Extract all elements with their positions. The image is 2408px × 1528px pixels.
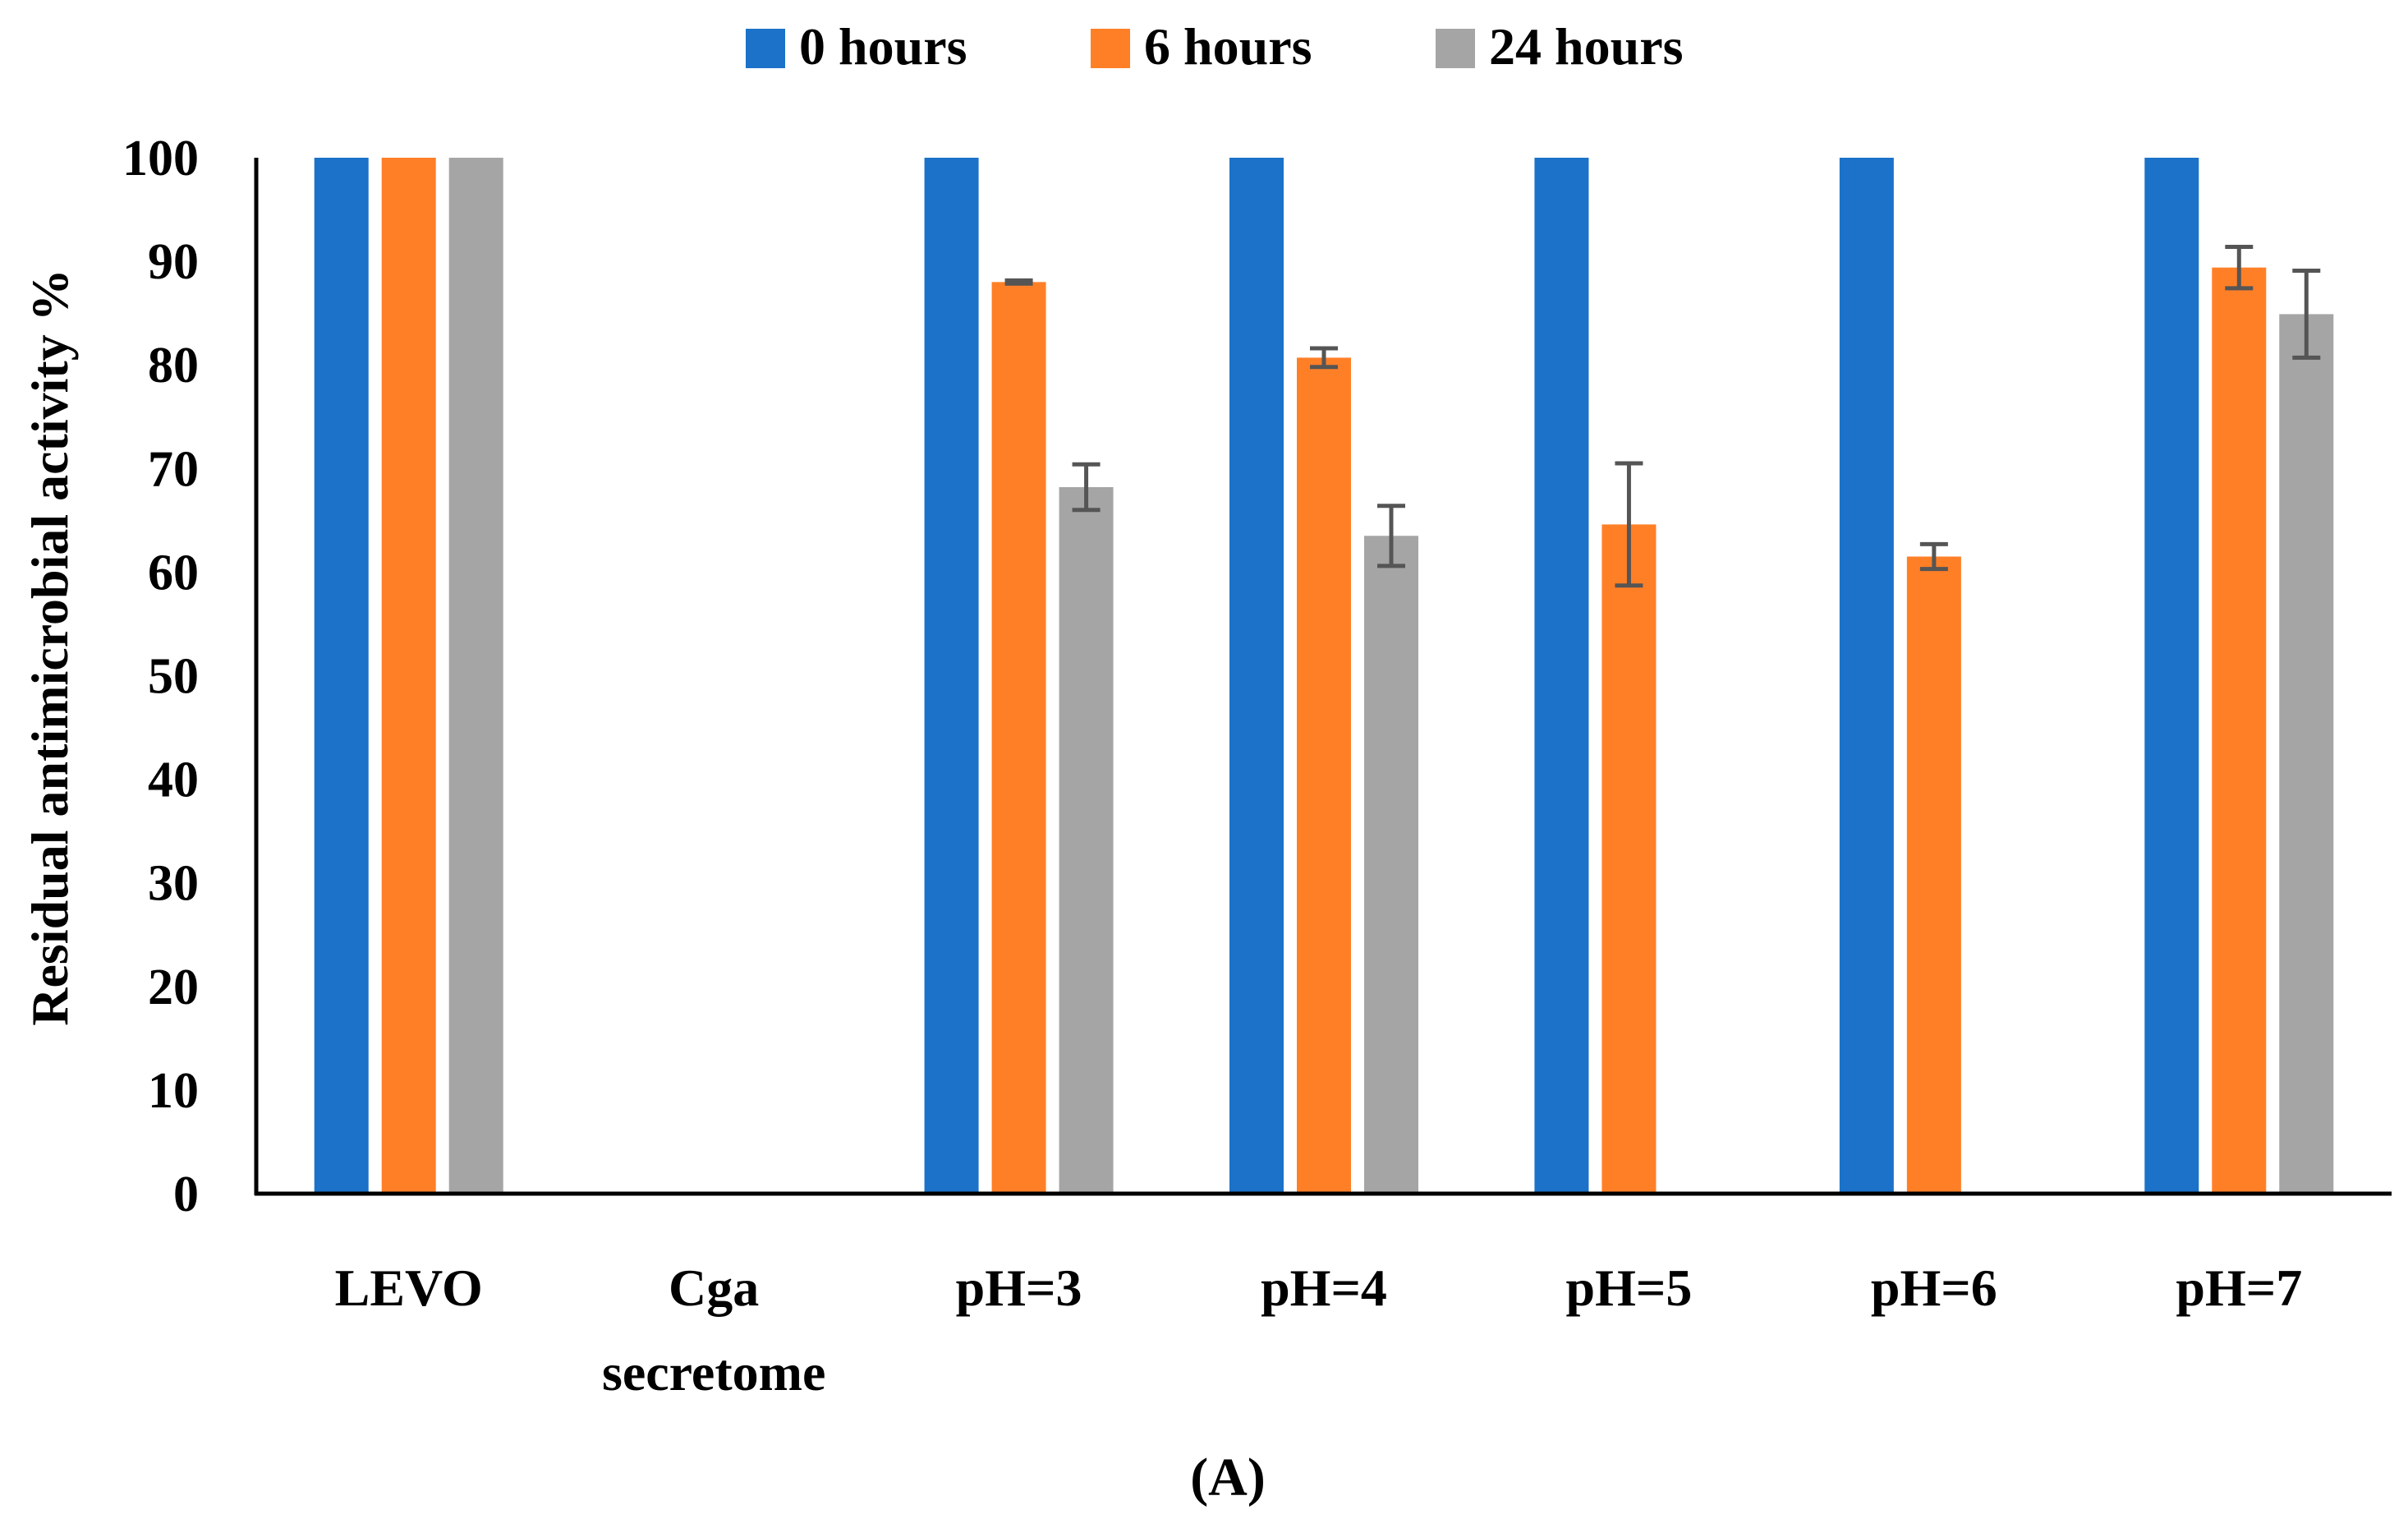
x-tick-label: pH=5: [1566, 1259, 1693, 1317]
bar-6-hours-4: [1602, 524, 1657, 1194]
bar-6-hours-6: [2212, 267, 2267, 1194]
legend-label: 0 hours: [799, 17, 967, 76]
y-ticks: 0 10 20 30 40 50 60 70 80 90 100: [122, 131, 199, 1222]
bar-6-hours-3: [1297, 357, 1351, 1194]
bar-0-hours-4: [1534, 158, 1589, 1194]
legend-label: 24 hours: [1489, 17, 1684, 76]
legend-item-0-hours: 0 hours: [746, 17, 967, 76]
error-bar-6-hours-2: [1004, 278, 1033, 286]
x-tick-label: pH=6: [1871, 1259, 1997, 1317]
bar-6-hours-2: [991, 282, 1046, 1194]
panel-label: (A): [1190, 1447, 1266, 1507]
y-tick-label: 0: [173, 1167, 199, 1222]
y-axis-label-group: Residual antimicrobial activity %: [21, 269, 79, 1025]
bar-0-hours-6: [2144, 158, 2199, 1194]
x-tick-label: secretome: [602, 1343, 825, 1401]
legend-swatch: [1091, 29, 1130, 68]
bar-24-hours-0: [448, 158, 503, 1194]
x-tick-label: LEVO: [335, 1259, 483, 1317]
x-tick-label: pH=7: [2176, 1259, 2302, 1317]
legend-label: 6 hours: [1144, 17, 1312, 76]
bars: [314, 158, 2334, 1194]
error-bar-6-hours-3: [1310, 346, 1338, 370]
y-tick-label: 40: [148, 752, 199, 808]
y-tick-label: 50: [148, 649, 199, 705]
error-bar-24-hours-6: [2292, 268, 2321, 360]
x-tick-label: pH=3: [956, 1259, 1082, 1317]
legend-item-6-hours: 6 hours: [1091, 17, 1312, 76]
y-tick-label: 60: [148, 545, 199, 601]
y-tick-label: 20: [148, 960, 199, 1015]
y-tick-label: 90: [148, 234, 199, 290]
legend-swatch: [1436, 29, 1475, 68]
bar-0-hours-0: [314, 158, 369, 1194]
axes: [254, 158, 2392, 1196]
error-bars: [1004, 244, 2321, 588]
legend: 0 hours 6 hours 24 hours: [746, 17, 1684, 76]
y-axis-label: Residual antimicrobial activity %: [21, 269, 79, 1025]
legend-swatch: [746, 29, 785, 68]
y-tick-label: 10: [148, 1063, 199, 1119]
bar-0-hours-3: [1229, 158, 1284, 1194]
error-bar-24-hours-3: [1377, 504, 1405, 568]
bar-24-hours-2: [1059, 486, 1114, 1194]
bar-6-hours-0: [381, 158, 436, 1194]
legend-item-24-hours: 24 hours: [1436, 17, 1684, 76]
bar-0-hours-2: [924, 158, 979, 1194]
error-bar-6-hours-5: [1919, 541, 1948, 572]
x-tick-label: Cga: [669, 1259, 759, 1317]
y-tick-label: 70: [148, 441, 199, 497]
y-tick-label: 80: [148, 338, 199, 394]
y-tick-label: 30: [148, 856, 199, 912]
bar-24-hours-6: [2279, 314, 2334, 1194]
bar-6-hours-5: [1906, 556, 1961, 1194]
bar-24-hours-3: [1364, 536, 1418, 1194]
x-tick-label: pH=4: [1261, 1259, 1387, 1317]
error-bar-6-hours-6: [2225, 244, 2254, 291]
error-bar-6-hours-4: [1615, 461, 1643, 588]
category-labels: LEVO Cga secretome pH=3 pH=4 pH=5 pH=6 pH=7: [335, 1259, 2303, 1401]
y-tick-label: 100: [122, 131, 199, 186]
error-bar-24-hours-2: [1072, 462, 1101, 513]
bar-0-hours-5: [1839, 158, 1894, 1194]
